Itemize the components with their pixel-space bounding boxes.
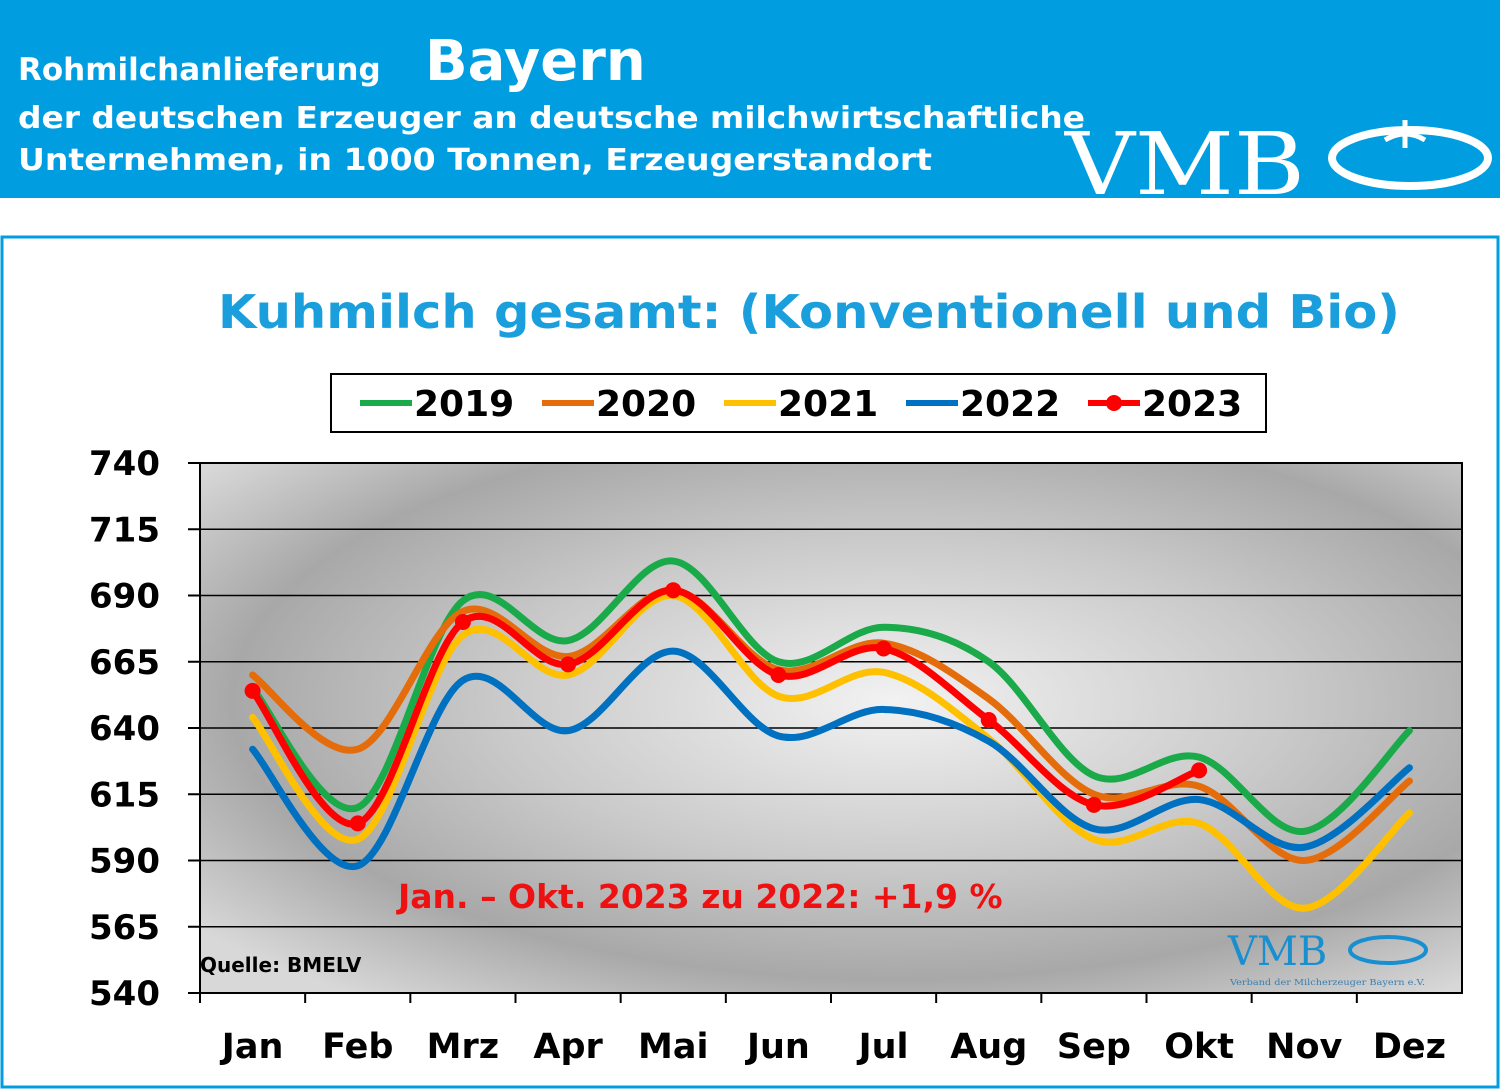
legend-marker (1106, 395, 1122, 411)
chart-title: Kuhmilch gesamt: (Konventionell und Bio) (218, 285, 1400, 339)
annotation: Jan. – Okt. 2023 zu 2022: +1,9 % (396, 877, 1003, 916)
header-prefix: Rohmilchanlieferung (18, 52, 381, 88)
series-marker (349, 815, 366, 832)
series-marker (244, 682, 261, 699)
x-tick-label: Feb (322, 1027, 393, 1067)
x-tick-label: Apr (533, 1027, 603, 1067)
header-line: der deutschen Erzeuger an deutsche milch… (18, 101, 1085, 136)
y-tick-label: 740 (89, 444, 160, 484)
y-tick-label: 565 (89, 908, 160, 948)
y-tick-label: 665 (89, 643, 160, 683)
header-logo: VMB (1064, 115, 1305, 215)
header-band (0, 0, 1500, 198)
series-marker (980, 712, 997, 729)
series-marker (560, 656, 577, 673)
y-tick-label: 690 (89, 577, 160, 617)
x-tick-label: Nov (1266, 1027, 1342, 1067)
header-line: Unternehmen, in 1000 Tonnen, Erzeugersta… (18, 143, 932, 178)
series-marker (1191, 762, 1208, 779)
logo-swoosh (1328, 126, 1492, 190)
plot-logo: VMB (1227, 929, 1327, 975)
series-marker (770, 667, 787, 683)
y-tick-label: 715 (89, 510, 160, 550)
x-tick-label: Sep (1057, 1027, 1131, 1067)
x-tick-label: Dez (1373, 1027, 1446, 1067)
y-tick-label: 615 (89, 775, 160, 815)
x-tick-label: Mai (638, 1027, 708, 1067)
x-tick-label: Jan (220, 1027, 284, 1067)
series-marker (875, 640, 892, 657)
legend-label: 2020 (596, 384, 696, 425)
y-tick-label: 640 (89, 709, 160, 749)
header-main: Bayern (425, 29, 646, 94)
x-tick-label: Okt (1164, 1027, 1234, 1067)
series-marker (1085, 796, 1102, 813)
x-tick-label: Aug (950, 1027, 1027, 1067)
series-line (249, 586, 1413, 865)
legend-label: 2023 (1142, 384, 1242, 425)
source-note: Quelle: BMELV (200, 953, 362, 977)
x-tick-label: Jun (745, 1027, 810, 1067)
x-tick-label: Mrz (427, 1027, 499, 1067)
series-line (249, 647, 1413, 870)
series-line (249, 591, 1413, 912)
series-line (249, 557, 1413, 835)
legend-label: 2019 (414, 384, 514, 425)
x-tick-label: Jul (857, 1027, 909, 1067)
logo-icon (1383, 120, 1427, 148)
series-line (249, 586, 1203, 828)
series-marker (665, 582, 682, 599)
legend-label: 2022 (960, 384, 1060, 425)
plot-logo-caption: Verband der Milcherzeuger Bayern e.V. (1229, 978, 1425, 987)
legend-label: 2021 (778, 384, 878, 425)
plot-logo-swoosh (1348, 935, 1428, 965)
series-marker (454, 614, 471, 630)
y-tick-label: 590 (89, 842, 160, 882)
y-tick-label: 540 (89, 974, 160, 1014)
